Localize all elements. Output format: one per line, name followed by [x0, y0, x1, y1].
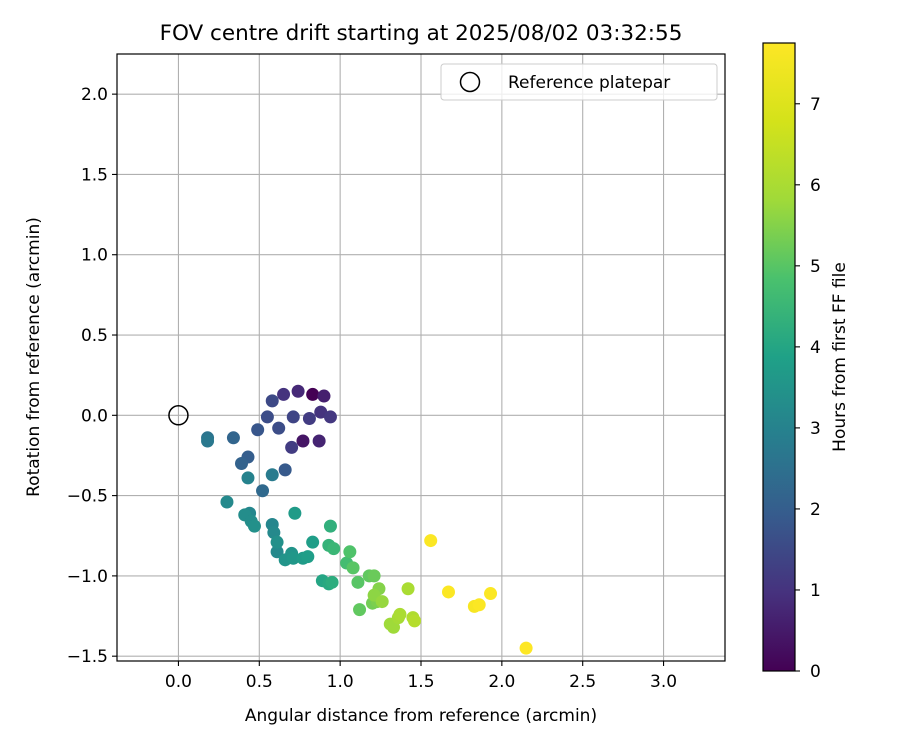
scatter-point — [306, 535, 320, 549]
x-tick-label: 3.0 — [650, 672, 677, 692]
y-tick-label: −1.5 — [67, 647, 108, 667]
x-tick-label: 1.5 — [407, 672, 434, 692]
colorbar-label: Hours from first FF file — [830, 262, 850, 452]
scatter-point — [441, 585, 455, 599]
scatter-point — [286, 551, 300, 565]
chart-title: FOV centre drift starting at 2025/08/02 … — [160, 21, 683, 46]
scatter-point — [220, 495, 234, 509]
scatter-point — [401, 582, 415, 596]
scatter-point — [277, 387, 291, 401]
scatter-point — [323, 519, 337, 533]
scatter-point — [343, 545, 357, 559]
colorbar-tick-label: 3 — [810, 419, 821, 439]
scatter-point — [235, 456, 249, 470]
scatter-point — [302, 412, 316, 426]
colorbar-tick-label: 5 — [810, 257, 821, 277]
x-tick-label: 1.0 — [327, 672, 354, 692]
scatter-point — [201, 434, 215, 448]
colorbar-tick-label: 7 — [810, 95, 821, 115]
colorbar-ticks: 0 1 2 3 4 5 6 7 — [795, 95, 821, 682]
x-tick-label: 0.5 — [246, 672, 273, 692]
scatter-point — [325, 575, 339, 589]
scatter-point — [270, 545, 284, 559]
scatter-point — [323, 410, 337, 424]
scatter-point — [291, 384, 305, 398]
colorbar: 0 1 2 3 4 5 6 7 Hours from first FF file — [762, 42, 850, 682]
scatter-point — [285, 440, 299, 454]
scatter-point — [393, 607, 407, 621]
legend-reference-marker — [459, 71, 481, 93]
x-tick-label: 2.0 — [488, 672, 515, 692]
scatter-point — [241, 471, 255, 485]
scatter-point — [519, 641, 533, 655]
colorbar-tick-label: 4 — [810, 338, 821, 358]
colorbar-tick-label: 1 — [810, 581, 821, 601]
scatter-point — [265, 468, 279, 482]
y-axis-ticks: −1.5 −1.0 −0.5 0.0 0.5 1.0 1.5 2.0 — [67, 85, 117, 667]
x-axis-label: Angular distance from reference (arcmin) — [245, 706, 597, 726]
colorbar-gradient — [762, 42, 796, 672]
legend: Reference platepar — [440, 63, 718, 101]
scatter-point — [278, 463, 292, 477]
scatter-point — [408, 614, 422, 628]
legend-reference-label: Reference platepar — [508, 73, 670, 93]
grid-lines — [117, 54, 725, 661]
x-tick-label: 0.0 — [165, 672, 192, 692]
scatter-point — [472, 598, 486, 612]
scatter-point — [256, 484, 270, 498]
scatter-point — [375, 595, 389, 609]
scatter-point — [317, 389, 331, 403]
scatter-point — [484, 587, 498, 601]
y-tick-label: 0.0 — [81, 406, 108, 426]
scatter-point — [260, 410, 274, 424]
scatter-point — [226, 431, 240, 445]
scatter-point — [301, 550, 315, 564]
scatter-point — [286, 410, 300, 424]
scatter-point — [312, 434, 326, 448]
scatter-point — [270, 535, 284, 549]
y-tick-label: 0.5 — [81, 326, 108, 346]
scatter-point — [346, 561, 360, 575]
y-tick-label: 1.0 — [81, 246, 108, 266]
scatter-point — [272, 421, 286, 435]
reference-marker — [168, 405, 189, 426]
y-axis-label: Rotation from reference (arcmin) — [24, 217, 44, 497]
legend-box — [440, 63, 718, 101]
x-axis-ticks: 0.0 0.5 1.0 1.5 2.0 2.5 3.0 — [165, 661, 677, 692]
scatter-point — [314, 405, 328, 419]
colorbar-tick-label: 0 — [810, 662, 821, 682]
data-points — [201, 384, 533, 655]
scatter-point — [387, 620, 401, 634]
scatter-point — [367, 569, 381, 583]
scatter-point — [251, 423, 265, 437]
scatter-point — [288, 506, 302, 520]
y-tick-label: 2.0 — [81, 85, 108, 105]
colorbar-tick-label: 6 — [810, 176, 821, 196]
x-tick-label: 2.5 — [569, 672, 596, 692]
scatter-point — [351, 575, 365, 589]
scatter-point — [296, 434, 310, 448]
scatter-point — [247, 519, 261, 533]
colorbar-tick-label: 2 — [810, 500, 821, 520]
y-tick-label: −0.5 — [67, 487, 108, 507]
scatter-point — [265, 394, 279, 408]
y-tick-label: 1.5 — [81, 165, 108, 185]
scatter-point — [353, 603, 367, 617]
y-tick-label: −1.0 — [67, 567, 108, 587]
scatter-point — [327, 542, 341, 556]
scatter-point — [306, 387, 320, 401]
scatter-point — [424, 534, 438, 548]
